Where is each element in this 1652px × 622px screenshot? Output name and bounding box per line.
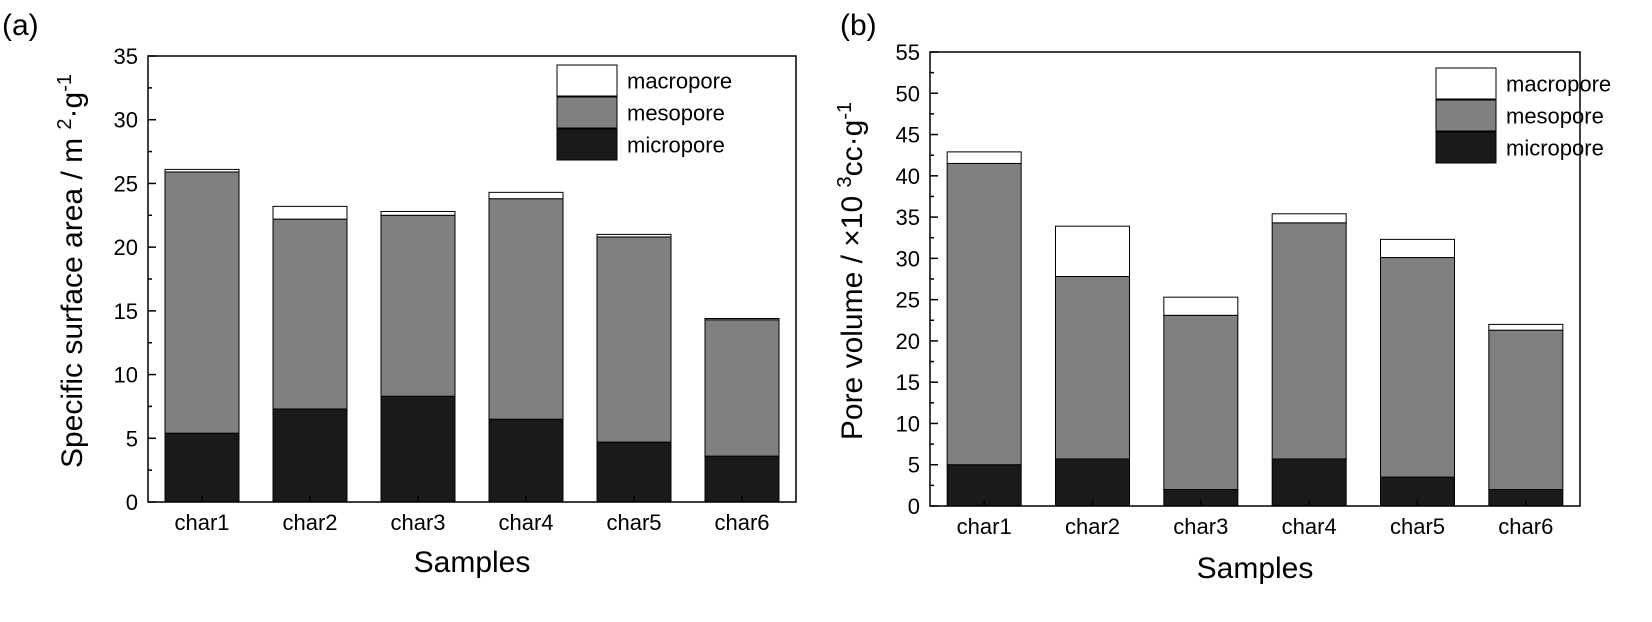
legend-swatch-micropore	[556, 128, 618, 161]
y-axis-title: Specific surface area / m 2·g-1	[54, 74, 89, 468]
x-tick-label-char2: char2	[1065, 514, 1120, 539]
bar-micropore-char4	[1271, 458, 1347, 507]
bar-macropore-char1	[164, 168, 240, 173]
y-tick-label-45: 45	[896, 123, 920, 148]
bar-macropore-char5	[1380, 238, 1455, 259]
bar-mesopore-char3	[1163, 314, 1239, 490]
legend-swatch-mesopore	[1435, 99, 1497, 132]
bar-mesopore-char3	[380, 214, 456, 397]
x-tick-label-char4: char4	[1282, 514, 1337, 539]
x-tick-label-char3: char3	[1173, 514, 1228, 539]
bar-macropore-char2	[1055, 225, 1130, 278]
bar-micropore-char2	[272, 408, 348, 503]
legend-label-mesopore: mesopore	[627, 101, 725, 126]
bar-micropore-char4	[488, 418, 564, 503]
bar-mesopore-char2	[272, 218, 348, 410]
y-tick-label-20: 20	[896, 329, 920, 354]
bar-micropore-char1	[164, 432, 240, 503]
panel-label: (b)	[840, 9, 877, 42]
bar-mesopore-char2	[1055, 276, 1130, 460]
bar-micropore-char6	[704, 455, 780, 503]
legend-swatch-micropore	[1435, 131, 1497, 164]
x-tick-label-char6: char6	[1498, 514, 1553, 539]
x-tick-label-char5: char5	[1390, 514, 1445, 539]
y-tick-label-15: 15	[114, 299, 138, 324]
bar-mesopore-char1	[946, 162, 1022, 466]
y-tick-label-30: 30	[896, 246, 920, 271]
bar-mesopore-char5	[596, 236, 672, 443]
legend-label-macropore: macropore	[627, 69, 732, 94]
legend-swatch-macropore	[1435, 67, 1497, 100]
bar-macropore-char5	[596, 233, 672, 238]
y-tick-label-5: 5	[126, 426, 138, 451]
y-tick-label-10: 10	[896, 411, 920, 436]
y-tick-label-5: 5	[908, 453, 920, 478]
bar-macropore-char6	[1488, 323, 1564, 331]
bar-mesopore-char4	[488, 198, 564, 420]
bar-mesopore-char1	[164, 171, 240, 434]
legend-label-mesopore: mesopore	[1506, 104, 1604, 129]
x-tick-label-char6: char6	[714, 510, 769, 535]
bar-mesopore-char5	[1380, 257, 1455, 478]
legend-label-micropore: micropore	[1506, 136, 1604, 161]
x-tick-label-char1: char1	[174, 510, 229, 535]
chart-panel-1: char1 char2 char3 char4 char5 char6 0 5 10 15 20 25…	[2, 9, 797, 579]
bar-micropore-char1	[946, 464, 1022, 507]
x-tick-label-char1: char1	[957, 514, 1012, 539]
chart-panel-2: char1 char2 char3 char4 char5 char6 0 5 10 15 20 25…	[834, 9, 1611, 585]
bar-micropore-char3	[380, 395, 456, 503]
x-tick-label-char3: char3	[390, 510, 445, 535]
y-tick-label-25: 25	[114, 171, 138, 196]
bar-macropore-char2	[272, 205, 348, 220]
bar-mesopore-char6	[704, 319, 780, 457]
y-tick-label-15: 15	[896, 370, 920, 395]
legend-swatch-mesopore	[556, 96, 618, 129]
bar-macropore-char1	[946, 151, 1022, 164]
y-tick-label-25: 25	[896, 288, 920, 313]
bar-mesopore-char4	[1271, 222, 1347, 460]
x-tick-label-char2: char2	[282, 510, 337, 535]
y-axis-title: Pore volume / ×10 3cc·g-1	[834, 102, 869, 440]
bar-macropore-char4	[1271, 213, 1347, 224]
bar-macropore-char3	[380, 210, 456, 216]
x-tick-label-char4: char4	[498, 510, 553, 535]
y-tick-label-55: 55	[896, 40, 920, 65]
legend-label-micropore: micropore	[627, 133, 725, 158]
bar-macropore-char4	[488, 191, 564, 200]
bar-micropore-char2	[1055, 458, 1130, 507]
y-tick-label-40: 40	[896, 164, 920, 189]
y-tick-label-20: 20	[114, 235, 138, 260]
bar-micropore-char5	[596, 441, 672, 503]
legend-label-macropore: macropore	[1506, 72, 1611, 97]
y-tick-label-0: 0	[908, 494, 920, 519]
y-tick-label-35: 35	[114, 44, 138, 69]
bar-mesopore-char6	[1488, 329, 1564, 490]
x-tick-label-char5: char5	[606, 510, 661, 535]
bar-macropore-char3	[1163, 296, 1239, 316]
x-axis-title: Samples	[414, 546, 531, 579]
y-tick-label-35: 35	[896, 205, 920, 230]
legend-swatch-macropore	[556, 64, 618, 97]
bar-macropore-char6	[704, 318, 780, 321]
y-tick-label-30: 30	[114, 108, 138, 133]
x-axis-title: Samples	[1197, 552, 1314, 585]
panel-label: (a)	[2, 9, 39, 42]
y-tick-label-0: 0	[126, 490, 138, 515]
y-tick-label-50: 50	[896, 81, 920, 106]
y-tick-label-10: 10	[114, 363, 138, 388]
